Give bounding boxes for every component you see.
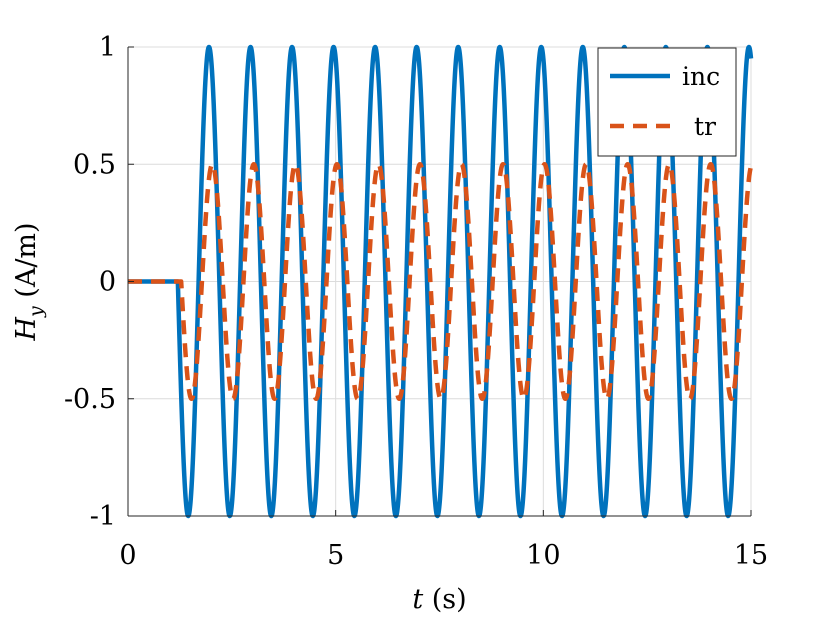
series-line-tr xyxy=(125,162,754,401)
series-line-inc xyxy=(125,44,754,519)
y-tick-label: 1 xyxy=(99,32,116,63)
y-tick-label: -0.5 xyxy=(64,384,116,415)
x-tick-label: 10 xyxy=(526,540,560,571)
legend-label-inc: inc xyxy=(682,62,720,91)
x-axis-label-unit: (s) xyxy=(423,584,467,615)
series-layer xyxy=(125,44,754,519)
x-axis-label-var: t xyxy=(412,584,423,615)
y-axis-label-unit: (A/m) xyxy=(11,222,42,306)
legend-label-tr: tr xyxy=(694,112,716,141)
y-tick-label: -1 xyxy=(90,501,116,532)
y-axis-label: Hy (A/m) xyxy=(11,222,47,341)
y-axis-label-var: H xyxy=(11,317,42,342)
ticks: 0 5 10 15 -1 -0.5 0 0.5 1 xyxy=(64,32,768,571)
y-tick-label: 0.5 xyxy=(73,149,116,180)
x-axis-label: t (s) xyxy=(412,584,466,615)
y-tick-label: 0 xyxy=(99,267,116,298)
y-axis-label-subscript: y xyxy=(25,306,47,318)
legend: inc tr xyxy=(597,47,737,157)
x-tick-label: 0 xyxy=(119,540,136,571)
x-tick-label: 5 xyxy=(327,540,344,571)
x-tick-label: 15 xyxy=(734,540,768,571)
legend-box xyxy=(597,47,737,157)
